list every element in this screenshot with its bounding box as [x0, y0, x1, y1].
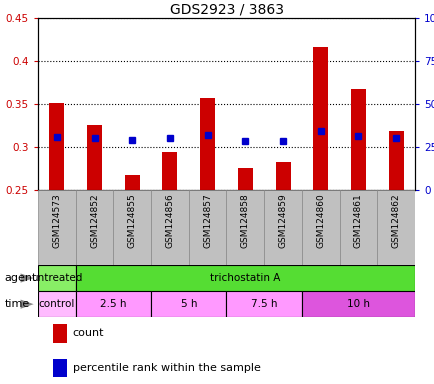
Text: GSM124855: GSM124855 — [128, 194, 136, 248]
Bar — [151, 190, 188, 265]
Text: 10 h: 10 h — [346, 299, 369, 309]
Text: GDS2923 / 3863: GDS2923 / 3863 — [169, 2, 283, 16]
Bar — [162, 152, 177, 190]
Bar — [38, 265, 76, 291]
Text: GSM124860: GSM124860 — [316, 194, 325, 248]
Bar — [188, 190, 226, 265]
Bar — [125, 174, 139, 190]
Polygon shape — [20, 300, 33, 309]
Text: untreated: untreated — [31, 273, 82, 283]
Bar — [226, 190, 263, 265]
Bar — [151, 291, 226, 317]
Bar — [53, 324, 67, 343]
Bar — [87, 125, 102, 190]
Bar — [376, 190, 414, 265]
Bar — [275, 162, 290, 190]
Text: 5 h: 5 h — [180, 299, 197, 309]
Text: GSM124856: GSM124856 — [165, 194, 174, 248]
Bar — [339, 190, 376, 265]
Bar — [38, 190, 76, 265]
Bar — [76, 190, 113, 265]
Text: time: time — [4, 299, 30, 309]
Text: GSM124861: GSM124861 — [353, 194, 362, 248]
Bar — [200, 98, 215, 190]
Bar — [53, 359, 67, 377]
Bar — [113, 190, 151, 265]
Text: 2.5 h: 2.5 h — [100, 299, 126, 309]
Polygon shape — [20, 273, 33, 283]
Bar — [76, 291, 151, 317]
Bar — [301, 190, 339, 265]
Text: control: control — [39, 299, 75, 309]
Bar — [350, 89, 365, 190]
Text: count: count — [72, 328, 104, 338]
Bar — [312, 47, 328, 190]
Bar — [237, 168, 252, 190]
Text: GSM124859: GSM124859 — [278, 194, 287, 248]
Bar — [226, 291, 301, 317]
Text: GSM124852: GSM124852 — [90, 194, 99, 248]
Text: percentile rank within the sample: percentile rank within the sample — [72, 363, 260, 373]
Text: GSM124573: GSM124573 — [52, 194, 61, 248]
Text: agent: agent — [4, 273, 36, 283]
Bar — [49, 103, 64, 190]
Bar — [263, 190, 301, 265]
Text: GSM124858: GSM124858 — [240, 194, 249, 248]
Text: 7.5 h: 7.5 h — [250, 299, 277, 309]
Bar — [301, 291, 414, 317]
Bar — [38, 291, 76, 317]
Text: GSM124857: GSM124857 — [203, 194, 212, 248]
Text: trichostatin A: trichostatin A — [210, 273, 280, 283]
Bar — [388, 131, 403, 190]
Text: GSM124862: GSM124862 — [391, 194, 400, 248]
